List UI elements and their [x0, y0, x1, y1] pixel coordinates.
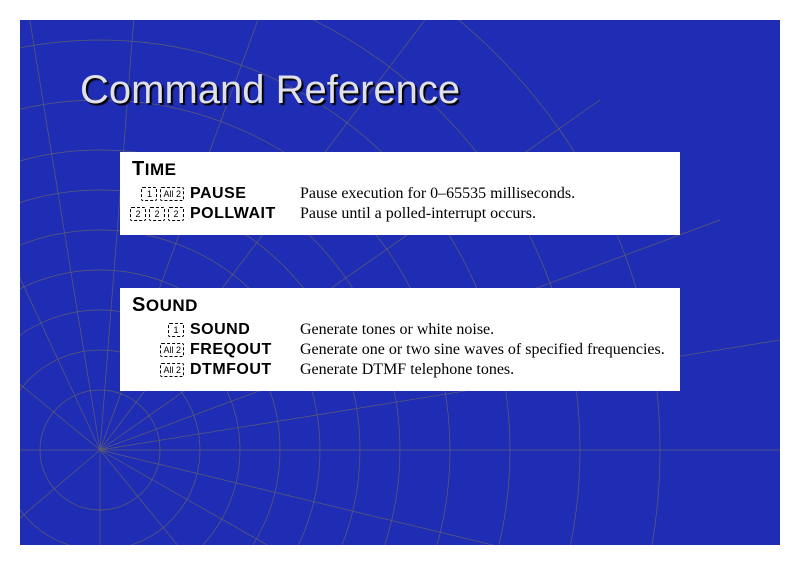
- chip-icon: All 2: [160, 187, 184, 201]
- heading-time-first: T: [132, 158, 145, 180]
- chip-icons: All 2: [132, 341, 184, 357]
- heading-sound-rest: OUND: [146, 296, 198, 315]
- chip-icon: 2: [149, 207, 165, 221]
- chip-icons: 1: [132, 321, 184, 337]
- panel-sound: SOUND 1SOUNDGenerate tones or white nois…: [120, 288, 680, 391]
- rows-sound: 1SOUNDGenerate tones or white noise. All …: [132, 321, 668, 379]
- panel-time: TIME 1All 2PAUSEPause execution for 0–65…: [120, 152, 680, 235]
- command-name: DTMFOUT: [184, 361, 300, 379]
- command-row: 1All 2PAUSEPause execution for 0–65535 m…: [132, 185, 668, 203]
- slide-title: Command Reference: [80, 68, 460, 113]
- command-description: Pause execution for 0–65535 milliseconds…: [300, 185, 668, 203]
- chip-icons: All 2: [132, 361, 184, 377]
- heading-time: TIME: [132, 158, 668, 181]
- chip-icon: All 2: [160, 343, 184, 357]
- command-row: All 2DTMFOUTGenerate DTMF telephone tone…: [132, 361, 668, 379]
- chip-icon: 2: [130, 207, 146, 221]
- command-description: Generate DTMF telephone tones.: [300, 361, 668, 379]
- chip-icon: 2: [168, 207, 184, 221]
- command-name: POLLWAIT: [184, 205, 300, 223]
- heading-sound: SOUND: [132, 294, 668, 317]
- rows-time: 1All 2PAUSEPause execution for 0–65535 m…: [132, 185, 668, 223]
- command-name: PAUSE: [184, 185, 300, 203]
- chip-icon: All 2: [160, 363, 184, 377]
- heading-time-rest: IME: [145, 160, 177, 179]
- command-row: 222POLLWAITPause until a polled-interrup…: [132, 205, 668, 223]
- command-description: Pause until a polled-interrupt occurs.: [300, 205, 668, 223]
- command-name: SOUND: [184, 321, 300, 339]
- chip-icon: 1: [168, 323, 184, 337]
- command-description: Generate one or two sine waves of specif…: [300, 341, 668, 359]
- slide: Command Reference TIME 1All 2PAUSEPause …: [20, 20, 780, 545]
- chip-icons: 1All 2: [132, 185, 184, 201]
- heading-sound-first: S: [132, 294, 146, 316]
- command-description: Generate tones or white noise.: [300, 321, 668, 339]
- command-row: 1SOUNDGenerate tones or white noise.: [132, 321, 668, 339]
- chip-icons: 222: [132, 205, 184, 221]
- command-row: All 2FREQOUTGenerate one or two sine wav…: [132, 341, 668, 359]
- command-name: FREQOUT: [184, 341, 300, 359]
- chip-icon: 1: [141, 187, 157, 201]
